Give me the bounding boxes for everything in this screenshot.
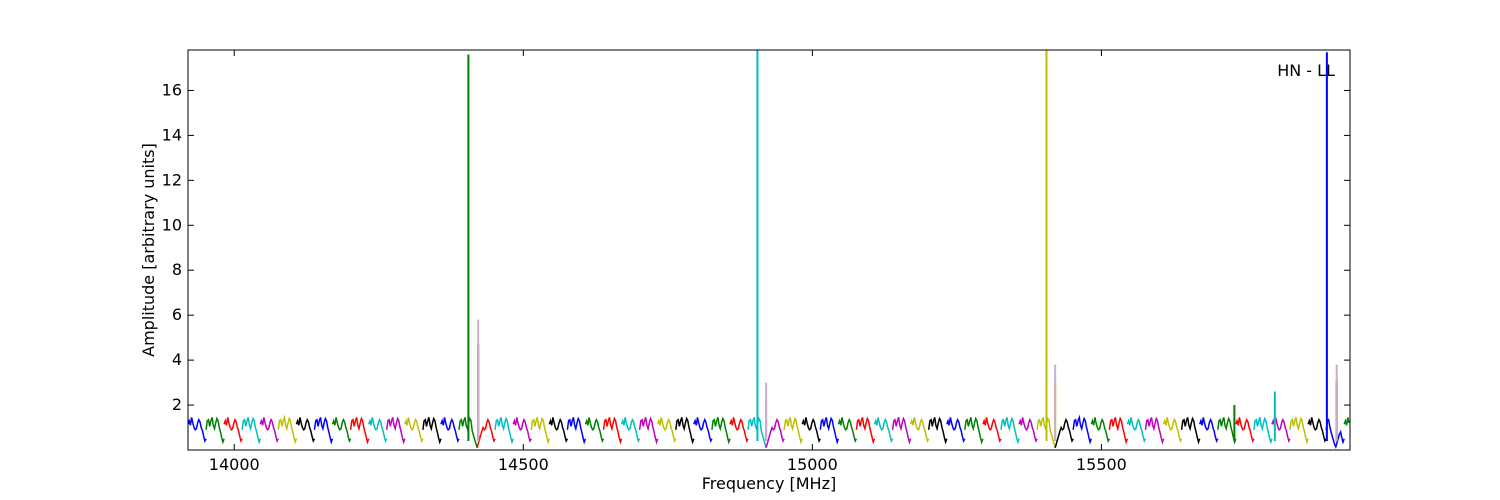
series-segment (675, 416, 695, 445)
series-segment (205, 416, 225, 445)
y-tick-label: 16 (162, 80, 182, 99)
series-segment (1343, 417, 1350, 426)
series-segment (548, 417, 569, 444)
series-segment (440, 417, 460, 444)
series-segment (801, 417, 821, 444)
series-segment (1108, 416, 1129, 445)
series-segment (1217, 416, 1237, 445)
x-tick-label: 15500 (1076, 455, 1127, 474)
spikes-layer (467, 50, 1338, 442)
plot-frame (187, 49, 1351, 451)
series-segment (566, 416, 587, 445)
series-segment (313, 416, 334, 445)
series-segment (259, 417, 279, 444)
series-segment (1198, 417, 1219, 443)
series-segment (187, 417, 207, 444)
series-segment (711, 416, 731, 445)
series-segment (1000, 416, 1020, 445)
y-axis-label: Amplitude [arbitrary units] (139, 143, 158, 357)
y-tick-label: 6 (172, 305, 182, 324)
series-segment (295, 417, 316, 444)
series-segment (1162, 417, 1183, 444)
ticks-layer: 14000 14500 15000 15500 2 4 6 8 10 12 14 16 (162, 50, 1350, 474)
series-segment (422, 416, 442, 445)
series-segment (693, 417, 713, 444)
series-segment (1289, 416, 1309, 445)
series-segment (385, 416, 406, 445)
series-segment (1180, 416, 1201, 445)
x-tick-label: 14500 (498, 455, 549, 474)
series-segment (729, 417, 749, 444)
series-segment (277, 414, 298, 445)
x-tick-label: 15000 (787, 455, 838, 474)
series-segment (837, 417, 858, 444)
series-segment (241, 416, 262, 445)
y-tick-label: 12 (162, 170, 182, 189)
series-segment (1307, 417, 1327, 443)
series-segment (891, 416, 912, 445)
series-segment (602, 416, 623, 445)
series-segment (1072, 414, 1093, 445)
series-segment (223, 417, 243, 444)
series-segment (765, 417, 785, 449)
series-segment (1235, 417, 1255, 444)
series-segment (494, 416, 514, 445)
series-segment (349, 416, 370, 445)
y-tick-label: 10 (162, 215, 182, 234)
series-segment (1018, 417, 1038, 444)
series-segment (873, 417, 894, 444)
series-segment (1144, 416, 1165, 445)
series-segment (1325, 418, 1345, 450)
series-segment (331, 417, 352, 444)
series-segment (783, 416, 803, 445)
y-tick-label: 8 (172, 260, 182, 279)
series-segment (476, 417, 496, 449)
series-segment (1090, 417, 1111, 444)
series-segment (819, 416, 840, 445)
plot-lines (187, 414, 1350, 450)
y-tick-label: 4 (172, 350, 182, 369)
series-segment (964, 416, 984, 445)
series-segment (512, 417, 532, 443)
series-segment (909, 417, 930, 444)
series-segment (855, 416, 876, 445)
series-segment (946, 417, 966, 444)
series-segment (1253, 416, 1273, 445)
x-tick-label: 14000 (209, 455, 260, 474)
series-segment (982, 417, 1002, 444)
series-segment (638, 416, 659, 445)
series-segment (656, 417, 677, 444)
series-segment (1126, 417, 1147, 444)
series-segment (927, 416, 948, 445)
y-tick-label: 14 (162, 125, 182, 144)
x-axis-label: Frequency [MHz] (702, 474, 836, 493)
series-segment (584, 417, 605, 444)
series-segment (620, 417, 641, 444)
series-segment (367, 417, 388, 444)
chart-annotation: HN - LL (1277, 61, 1335, 80)
series-segment (1054, 417, 1074, 449)
series-segment (404, 417, 424, 443)
series-segment (530, 416, 551, 445)
y-tick-label: 2 (172, 395, 182, 414)
